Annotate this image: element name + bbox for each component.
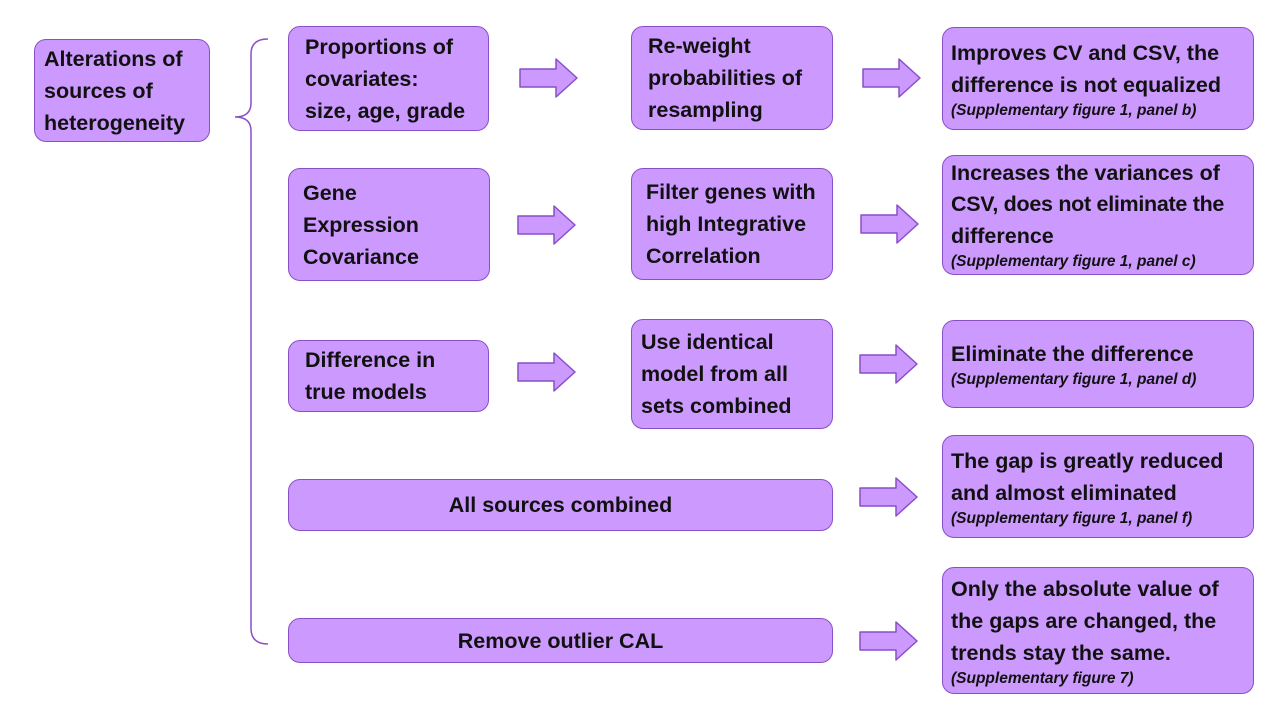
result-label-line: difference: [951, 223, 1054, 248]
method-label-line: sets combined: [641, 394, 792, 418]
result-label-line: Eliminate the difference: [951, 342, 1194, 366]
supplementary-figure-reference: (Supplementary figure 7): [951, 669, 1134, 687]
source-box-difference-in-true-models: Difference in true models: [288, 340, 489, 412]
result-label-line: CSV, does not eliminate the: [951, 192, 1225, 217]
root-label-line: heterogeneity: [44, 110, 185, 135]
root-label-line: Alterations of: [44, 46, 183, 71]
arrow-right-icon: [859, 477, 918, 517]
source-box-all-sources-combined: All sources combined: [288, 479, 833, 531]
result-label-line: and almost eliminated: [951, 480, 1177, 505]
supplementary-figure-reference: (Supplementary figure 1, panel f): [951, 509, 1193, 527]
method-box-filter-genes: Filter genes with high Integrative Corre…: [631, 168, 833, 280]
result-box-only-absolute-value-changed: Only the absolute value of the gaps are …: [942, 567, 1254, 694]
arrow-right-icon: [517, 352, 576, 392]
result-box-eliminate-the-difference: Eliminate the difference (Supplementary …: [942, 320, 1254, 408]
method-label-line: Re-weight: [648, 34, 751, 58]
result-box-increases-variances: Increases the variances of CSV, does not…: [942, 155, 1254, 275]
result-box-improves-cv-and-csv: Improves CV and CSV, the difference is n…: [942, 27, 1254, 130]
method-label-line: model from all: [641, 362, 788, 386]
source-label-line: covariates:: [305, 66, 419, 91]
source-label-line: Expression: [303, 212, 419, 237]
source-label-line: Covariance: [303, 244, 419, 269]
source-label-line: Gene: [303, 180, 357, 205]
source-label-line: Difference in: [305, 348, 436, 372]
method-box-use-identical-model: Use identical model from all sets combin…: [631, 319, 833, 429]
source-box-gene-expression-covariance: Gene Expression Covariance: [288, 168, 490, 281]
source-box-remove-outlier-cal: Remove outlier CAL: [288, 618, 833, 663]
arrow-right-icon: [519, 58, 578, 98]
arrow-right-icon: [860, 204, 919, 244]
result-label-line: Improves CV and CSV, the: [951, 40, 1220, 65]
result-label-line: difference is not equalized: [951, 72, 1221, 97]
method-label-line: Correlation: [646, 244, 761, 268]
method-label-line: probabilities of: [648, 66, 803, 90]
root-node-alterations-of-heterogeneity: Alterations of sources of heterogeneity: [34, 39, 210, 142]
supplementary-figure-reference: (Supplementary figure 1, panel c): [951, 253, 1196, 271]
method-label-line: Filter genes with: [646, 180, 816, 204]
method-label-line: Use identical: [641, 330, 774, 354]
source-label-line: true models: [305, 380, 427, 404]
result-label-line: The gap is greatly reduced: [951, 448, 1224, 473]
result-box-gap-greatly-reduced: The gap is greatly reduced and almost el…: [942, 435, 1254, 538]
result-label-line: trends stay the same.: [951, 640, 1171, 665]
method-label-line: resampling: [648, 98, 763, 122]
result-label-line: Only the absolute value of: [951, 576, 1219, 601]
arrow-right-icon: [862, 58, 921, 98]
supplementary-figure-reference: (Supplementary figure 1, panel b): [951, 101, 1197, 119]
root-label-line: sources of: [44, 78, 153, 103]
source-box-proportions-of-covariates: Proportions of covariates: size, age, gr…: [288, 26, 489, 131]
result-label-line: Increases the variances of: [951, 160, 1220, 185]
arrow-right-icon: [859, 344, 918, 384]
source-label-line: Remove outlier CAL: [457, 628, 664, 653]
result-label-line: the gaps are changed, the: [951, 608, 1217, 633]
arrow-right-icon: [859, 621, 918, 661]
source-label-line: All sources combined: [448, 493, 673, 517]
method-box-reweight-probabilities: Re-weight probabilities of resampling: [631, 26, 833, 130]
supplementary-figure-reference: (Supplementary figure 1, panel d): [951, 371, 1197, 388]
arrow-right-icon: [517, 205, 576, 245]
method-label-line: high Integrative: [646, 212, 807, 236]
source-label-line: size, age, grade: [305, 98, 466, 123]
source-label-line: Proportions of: [305, 34, 454, 59]
